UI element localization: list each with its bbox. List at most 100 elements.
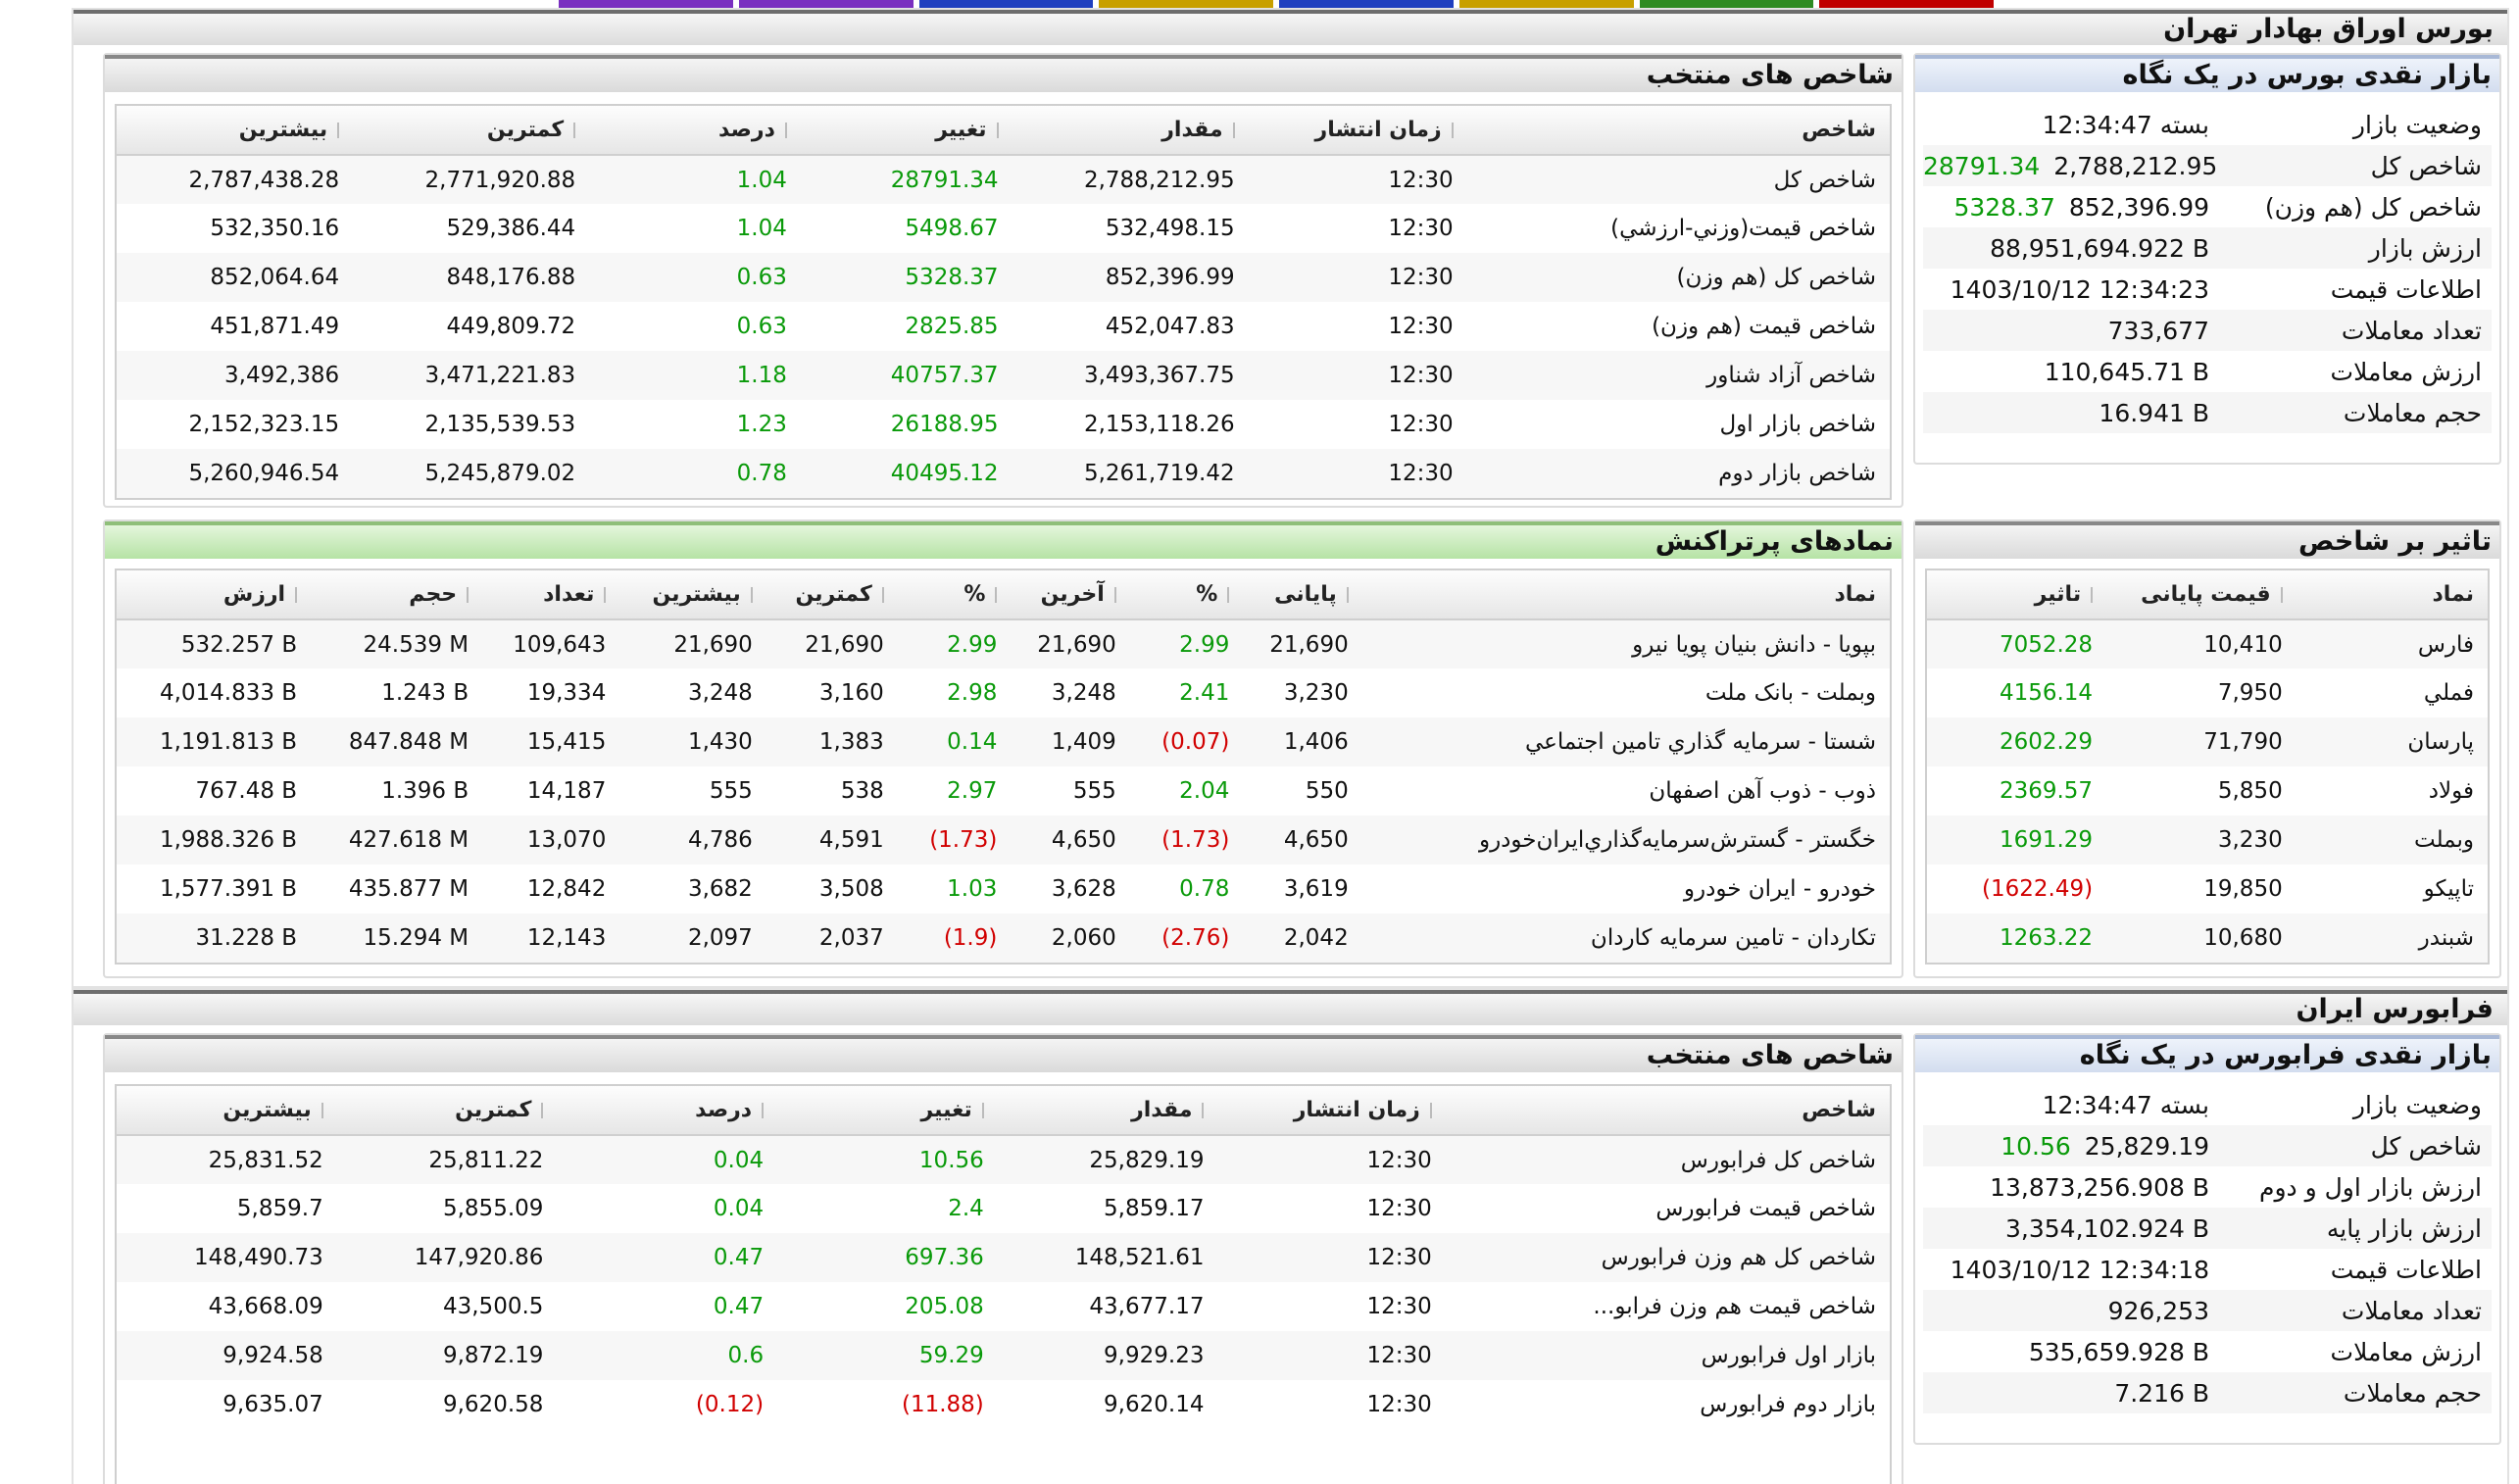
column-divider — [337, 123, 340, 138]
ifb-title: فرابورس ایران — [74, 990, 2507, 1025]
glance-label: شاخص کل — [2370, 151, 2482, 180]
table-row[interactable]: شاخص كل 12:30 2,788,212.95 28791.34 1.04 2,77… — [117, 155, 1890, 204]
glance-label: وضعیت بازار — [2352, 110, 2482, 139]
column-header[interactable]: زمان انتشار — [1217, 1086, 1446, 1136]
table-row[interactable]: خگستر - گسترش‌سرمايه‌گذاري‌ايران‌خودرو 4,… — [117, 816, 1890, 865]
top-tab[interactable] — [559, 0, 733, 8]
top-tab[interactable] — [1099, 0, 1273, 8]
tse-section: بورس اوراق بهادار تهران بازار نقدی بورس … — [72, 8, 2509, 988]
table-cell: وبملت — [2296, 816, 2488, 865]
table-cell: 12:30 — [1366, 1294, 1432, 1319]
top-tab[interactable] — [918, 0, 1094, 8]
column-header[interactable]: نماد — [2296, 570, 2488, 620]
table-row[interactable]: بازار اول فرابورس 12:30 9,929.23 59.29 0.6 9,… — [117, 1331, 1890, 1380]
glance-label: تعداد معاملات — [2341, 1296, 2482, 1325]
column-header[interactable]: پایانی — [1243, 570, 1362, 620]
column-header[interactable]: تاثیر — [1927, 570, 2107, 620]
top-tab[interactable] — [738, 0, 914, 8]
tse-indices-title: شاخص های منتخب — [105, 55, 1902, 92]
table-row[interactable]: شاخص قيمت فرابورس 12:30 5,859.17 2.4 0.04 5,8… — [117, 1184, 1890, 1233]
column-header[interactable]: مقدار — [997, 1086, 1218, 1136]
tse-active-table: نماد پایانی% آخرین% کمترین بیشترین تعداد حجم ار… — [115, 569, 1892, 965]
column-header[interactable]: % — [1129, 570, 1244, 620]
table-cell: 7,950 — [2217, 680, 2283, 706]
table-cell: 555 — [1072, 778, 1116, 804]
table-cell: فملي — [2423, 680, 2474, 706]
column-header[interactable]: آخرین — [1011, 570, 1130, 620]
column-header[interactable]: قیمت پایانی — [2106, 570, 2297, 620]
table-cell: 2.99 — [1129, 619, 1244, 668]
table-row[interactable]: بازار دوم فرابورس 12:30 9,620.14 (11.88) (0.… — [117, 1380, 1890, 1429]
column-header[interactable]: درصد — [557, 1086, 778, 1136]
table-row[interactable]: پارسان 71,790 2602.29 — [1927, 717, 2488, 767]
table-row[interactable]: خودرو - ايران‌ خودرو 3,619 0.78 3,628 1.03 3,… — [117, 865, 1890, 914]
table-row[interactable]: ذوب - ذوب آهن اصفهان 550 2.04 555 2.97 538 555… — [117, 767, 1890, 816]
glance-label: شاخص کل — [2370, 1131, 2482, 1161]
table-cell: 0.63 — [736, 314, 787, 339]
table-row[interactable]: شاخص قيمت(وزني-ارزشي) 12:30 532,498.15 5498… — [117, 204, 1890, 253]
table-row[interactable]: شستا - سرمايه گذاري تامين اجتماعي 1,406 (0… — [117, 717, 1890, 767]
column-divider — [2280, 587, 2283, 603]
column-header[interactable]: بیشترین — [117, 106, 354, 156]
column-header[interactable]: نماد — [1361, 570, 1890, 620]
column-divider — [295, 587, 298, 603]
top-tab[interactable] — [1639, 0, 1814, 8]
column-header[interactable]: کمترین — [336, 1086, 558, 1136]
table-row[interactable]: شاخص كل (هم وزن) 12:30 852,396.99 5328.37 0.… — [117, 253, 1890, 302]
table-row[interactable]: تكاردان - تامين سرمايه كاردان 2,042 (2.76)… — [117, 914, 1890, 963]
table-cell: شاخص بازار دوم — [1466, 449, 1890, 498]
ifb-indices-box: شاخص های منتخب شاخص زمان انتشار مقدار تغییر… — [103, 1033, 1903, 1484]
table-cell: 2,788,212.95 — [1012, 155, 1249, 204]
glance-row: شاخص کل (هم وزن) 5328.37 852,396.99 — [1923, 186, 2492, 227]
column-header[interactable]: حجم — [311, 570, 483, 620]
table-row[interactable]: شاخص بازار اول 12:30 2,153,118.26 26188.95 1… — [117, 400, 1890, 449]
table-row[interactable]: تاپيكو 19,850 (1622.49) — [1927, 865, 2488, 914]
table-cell: 40757.37 — [800, 351, 1013, 400]
table-row[interactable]: بپويا - دانش بنيان پويا نيرو 21,690 2.99 21… — [117, 619, 1890, 668]
table-row[interactable]: شاخص بازار دوم 12:30 5,261,719.42 40495.12 0… — [117, 449, 1890, 498]
column-header[interactable]: تغییر — [800, 106, 1013, 156]
table-cell: 1,191.813 B — [117, 717, 312, 767]
column-header[interactable]: بیشترین — [117, 1086, 337, 1136]
column-header[interactable]: شاخص — [1466, 106, 1890, 156]
column-header[interactable]: زمان انتشار — [1248, 106, 1467, 156]
table-row[interactable]: شاخص آزاد شناور 12:30 3,493,367.75 40757.37… — [117, 351, 1890, 400]
table-cell: بپويا - دانش بنيان پويا نيرو — [1361, 619, 1890, 668]
top-tab[interactable] — [1279, 0, 1454, 8]
table-row[interactable]: شاخص كل فرابورس 12:30 25,829.19 10.56 0.04 25… — [117, 1135, 1890, 1184]
table-row[interactable]: فولاد 5,850 2369.57 — [1927, 767, 2488, 816]
table-row[interactable]: شاخص قيمت (هم وزن) 12:30 452,047.83 2825.85… — [117, 302, 1890, 351]
column-divider — [467, 587, 469, 603]
column-header-label: زمان انتشار — [1314, 118, 1442, 142]
table-row[interactable]: وبملت 3,230 1691.29 — [1927, 816, 2488, 865]
column-header[interactable]: تعداد — [482, 570, 620, 620]
table-row[interactable]: وبملت - بانک ملت 3,230 2.41 3,248 2.98 3,160 3… — [117, 668, 1890, 717]
column-header[interactable]: % — [897, 570, 1012, 620]
table-cell: 5,859.7 — [236, 1196, 323, 1221]
column-header[interactable]: تغییر — [777, 1086, 998, 1136]
column-header[interactable]: شاخص — [1445, 1086, 1890, 1136]
glance-value: 13,873,256.908 B — [1990, 1172, 2209, 1202]
glance-row: اطلاعات قیمت 1403/10/12 12:34:18 — [1923, 1249, 2492, 1290]
table-cell: 43,677.17 — [1089, 1294, 1205, 1319]
top-tab[interactable] — [1819, 0, 1994, 8]
table-row[interactable]: شاخص قيمت هم وزن فرابو... 12:30 43,677.17 2… — [117, 1282, 1890, 1331]
table-cell: 15.294 M — [311, 914, 483, 963]
column-header[interactable]: کمترین — [353, 106, 590, 156]
column-header[interactable]: مقدار — [1012, 106, 1249, 156]
table-row[interactable]: شاخص كل هم وزن فرابورس 12:30 148,521.61 697… — [117, 1233, 1890, 1282]
column-header[interactable]: ارزش — [117, 570, 312, 620]
column-divider — [981, 1103, 984, 1118]
table-cell: 3,493,367.75 — [1012, 351, 1249, 400]
table-cell: 5328.37 — [800, 253, 1013, 302]
column-header[interactable]: کمترین — [766, 570, 898, 620]
column-header[interactable]: درصد — [589, 106, 801, 156]
column-header[interactable]: بیشترین — [619, 570, 766, 620]
table-row[interactable]: فملي 7,950 4156.14 — [1927, 668, 2488, 717]
table-cell: شاخص آزاد شناور — [1466, 351, 1890, 400]
top-tab[interactable] — [1458, 0, 1634, 8]
table-row[interactable]: فارس 10,410 7052.28 — [1927, 619, 2488, 668]
table-row[interactable]: شبندر 10,680 1263.22 — [1927, 914, 2488, 963]
table-cell: 10,410 — [2106, 619, 2297, 668]
column-divider — [2091, 587, 2094, 603]
